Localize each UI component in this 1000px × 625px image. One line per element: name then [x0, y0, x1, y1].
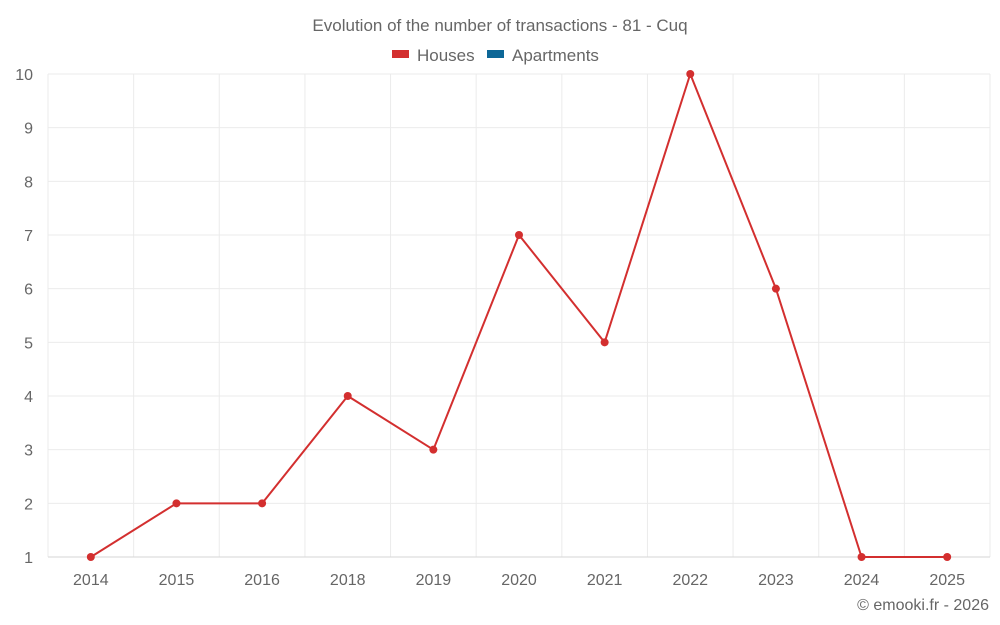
x-tick-label: 2016 [244, 572, 280, 589]
x-tick-label: 2024 [844, 572, 880, 589]
y-tick-label: 5 [24, 335, 33, 352]
data-point[interactable] [515, 231, 523, 239]
y-tick-label: 10 [15, 67, 33, 84]
data-point[interactable] [172, 499, 181, 508]
data-point[interactable] [943, 553, 952, 561]
x-tick-label: 2021 [587, 572, 623, 589]
y-tick-label: 9 [24, 121, 33, 138]
data-point[interactable] [86, 553, 95, 561]
legend-swatch-houses[interactable] [392, 50, 409, 58]
data-point[interactable] [429, 445, 438, 454]
x-tick-label: 2025 [929, 572, 965, 589]
credit-text: © emooki.fr - 2026 [857, 597, 989, 614]
x-tick-label: 2018 [330, 572, 366, 589]
x-tick-label: 2015 [159, 572, 195, 589]
data-point[interactable] [258, 499, 267, 508]
data-point[interactable] [686, 70, 695, 78]
data-point[interactable] [771, 284, 780, 293]
x-tick-label: 2014 [73, 572, 109, 589]
x-tick-label: 2023 [758, 572, 794, 589]
data-point[interactable] [600, 338, 609, 347]
y-tick-label: 8 [24, 174, 33, 191]
chart-title: Evolution of the number of transactions … [312, 16, 687, 35]
data-point[interactable] [857, 553, 866, 561]
y-tick-label: 7 [24, 228, 33, 245]
grid [47, 73, 991, 558]
data-point[interactable] [343, 392, 352, 400]
legend-label-houses[interactable]: Houses [417, 46, 475, 65]
series-houses [86, 70, 952, 561]
y-tick-label: 1 [24, 550, 33, 567]
x-tick-label: 2019 [416, 572, 452, 589]
legend-swatch-apartments[interactable] [487, 50, 504, 58]
y-axis-ticks: 1 2 3 4 5 6 7 8 9 10 [15, 67, 33, 567]
x-axis-ticks: 2014 2015 2016 2018 2019 2020 2021 2022 2023 2024… [73, 572, 965, 589]
y-tick-label: 2 [24, 496, 33, 513]
y-tick-label: 4 [24, 389, 33, 406]
y-tick-label: 6 [24, 282, 33, 299]
x-tick-label: 2022 [672, 572, 708, 589]
y-tick-label: 3 [24, 443, 33, 460]
x-tick-label: 2020 [501, 572, 537, 589]
legend-label-apartments[interactable]: Apartments [512, 46, 599, 65]
legend: Houses Apartments [392, 46, 599, 65]
